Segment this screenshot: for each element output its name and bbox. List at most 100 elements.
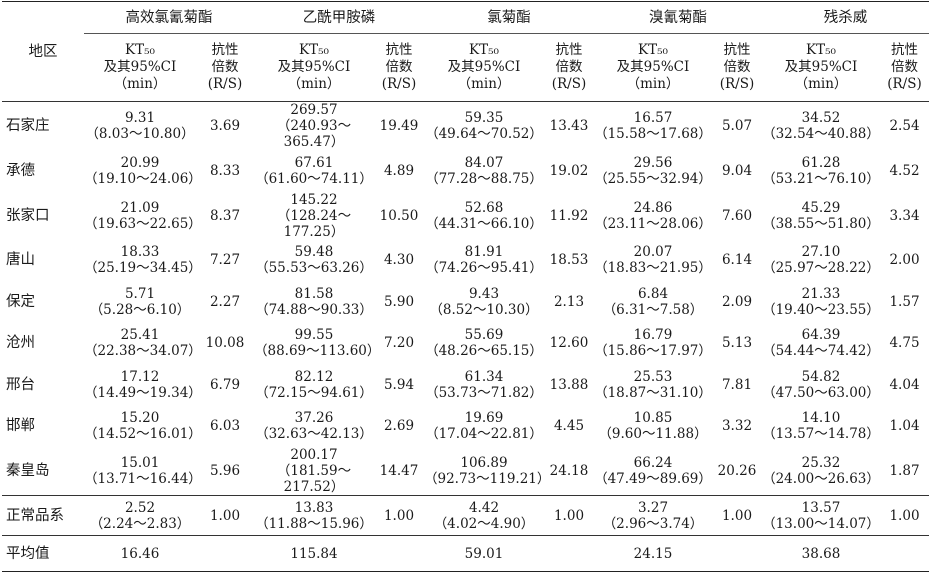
empty-cell [544, 536, 594, 572]
kt50-ci-header-line: （min） [457, 76, 511, 92]
resistance-ratio-cell: 5.90 [383, 293, 415, 310]
resistance-ratio-cell: 9.04 [721, 162, 753, 179]
kt50-ci-header-line: 及其95%CI [447, 59, 521, 75]
resistance-ratio-cell: 13.43 [549, 118, 589, 134]
average-value: 16.46 [120, 545, 160, 562]
kt50-cell: 45.29 （38.55～51.80） [762, 192, 880, 240]
kt50-value: 4.42 [468, 499, 500, 516]
resistance-ratio-header-line: 倍数 [555, 59, 583, 75]
kt50-value: 18.33 [120, 244, 160, 261]
ci-range: （74.88～90.33） [255, 301, 373, 318]
kt50-cell: 24.86 （23.11～28.06） [594, 192, 712, 240]
ci-range: （47.50～63.00） [762, 384, 880, 401]
kt50-cell: 21.33 （19.40～23.55） [762, 281, 880, 323]
resistance-ratio-cell: 4.45 [553, 418, 585, 435]
kt50-cell: 21.09 （19.63～22.65） [84, 192, 202, 240]
ci-range: （18.83～21.95） [594, 260, 712, 277]
empty-cell [880, 536, 929, 572]
resistance-ratio-cell: 2.09 [721, 293, 753, 310]
ci-range: （19.40～23.55） [762, 301, 880, 318]
resistance-ratio-cell: 5.94 [383, 376, 415, 393]
kt50-value: 25.32 [801, 455, 841, 471]
kt50-ci-header-line: 及其95%CI [277, 59, 351, 75]
kt50-ci-header: KT₅₀ 及其95%CI （min） [254, 34, 374, 102]
kt50-cell: 17.12 （14.49～19.34） [84, 364, 202, 406]
kt50-cell: 25.41 （22.38～34.07） [84, 323, 202, 365]
kt50-value: 59.35 [464, 110, 504, 126]
kt50-cell: 2.52 （2.24～2.83） [84, 496, 196, 536]
resistance-ratio-header: 抗性 倍数 (R/S) [544, 34, 594, 102]
kt50-cell: 25.53 （18.87～31.10） [594, 364, 712, 406]
kt50-ci-header-line: KT₅₀ [469, 42, 499, 58]
kt50-cell: 34.52 （32.54～40.88） [762, 102, 880, 151]
region-cell: 秦皇岛 [6, 463, 50, 479]
region-cell: 平均值 [6, 545, 50, 562]
ci-range: （25.19～34.45） [84, 260, 202, 277]
kt50-value: 10.85 [633, 410, 673, 427]
kt50-ci-header: KT₅₀ 及其95%CI （min） [762, 34, 880, 102]
kt50-value: 14.10 [801, 410, 841, 427]
resistance-ratio-cell: 5.07 [721, 118, 753, 134]
table-row: 正常品系 2.52 （2.24～2.83） 1.00 13.83 （11.88～15.96… [2, 495, 929, 536]
resistance-ratio-header: 抗性 倍数 (R/S) [712, 34, 762, 102]
ci-range: （15.86～17.97） [594, 343, 712, 360]
kt50-value: 64.39 [801, 327, 841, 344]
kt50-value: 25.53 [633, 368, 673, 385]
kt50-cell: 82.12 （72.15～94.61） [254, 364, 374, 406]
table-body: 石家庄 9.31 （8.03～10.80） 3.69 269.57 （240.93～365… [2, 102, 929, 572]
ci-range: （72.15～94.61） [255, 384, 373, 401]
ci-range: （88.69～113.60） [254, 343, 381, 360]
resistance-ratio-cell: 2.54 [889, 118, 920, 134]
kt50-cell: 18.33 （25.19～34.45） [84, 240, 202, 282]
kt50-value: 54.82 [801, 368, 841, 385]
kt50-cell: 15.01 （13.71～16.44） [84, 447, 202, 496]
table-row: 邯郸 15.20 （14.52～16.01） 6.03 37.26 （32.63～42.1… [2, 406, 929, 448]
ci-range: （8.03～10.80） [85, 126, 195, 142]
resistance-ratio-header-line: (R/S) [887, 76, 922, 92]
kt50-value: 15.01 [120, 455, 160, 471]
table-row: 承德 20.99 （19.10～24.06） 8.33 67.61 （61.60～74.1… [2, 150, 929, 192]
kt50-ci-header-line: （min） [287, 76, 341, 92]
ci-range: （14.52～16.01） [84, 426, 202, 443]
kt50-cell: 84.07 （77.28～88.75） [424, 150, 544, 192]
ci-range: （17.04～22.81） [425, 426, 543, 443]
resistance-ratio-header-line: 抗性 [891, 42, 918, 58]
resistance-ratio-cell: 2.00 [889, 252, 920, 269]
resistance-ratio-cell: 4.89 [383, 162, 415, 179]
ci-range: （5.28～6.10） [89, 301, 191, 318]
kt50-cell: 61.34 （53.73～71.82） [424, 364, 544, 406]
resistance-ratio-cell: 20.26 [717, 463, 757, 479]
resistance-ratio-header: 抗性 倍数 (R/S) [196, 34, 254, 102]
kt50-value: 16.79 [633, 327, 673, 344]
ci-range: （2.24～2.83） [89, 515, 191, 532]
kt50-cell: 25.32 （24.00～26.63） [762, 447, 880, 496]
ci-range: （25.97～28.22） [762, 260, 880, 277]
kt50-ci-header-line: 及其95%CI [616, 59, 690, 75]
header-row-measures: KT₅₀ 及其95%CI （min） 抗性 倍数 (R/S) KT₅₀ 及其95%CI （min… [2, 34, 929, 102]
kt50-cell: 37.26 （32.63～42.13） [254, 406, 374, 448]
empty-cell [374, 536, 424, 572]
kt50-cell: 81.58 （74.88～90.33） [254, 281, 374, 323]
ci-range: （32.63～42.13） [255, 426, 373, 443]
resistance-ratio-header-line: 倍数 [385, 59, 413, 75]
resistance-ratio-header-line: (R/S) [207, 76, 243, 92]
kt50-ci-header-line: KT₅₀ [299, 42, 329, 58]
resistance-ratio-header-line: (R/S) [719, 76, 755, 92]
average-row: 平均值 16.46 115.84 59.01 24.15 38.68 [2, 536, 929, 572]
ci-range: （19.10～24.06） [84, 170, 202, 187]
resistance-ratio-header-line: 倍数 [723, 59, 751, 75]
kt50-ci-header-line: （min） [113, 76, 167, 92]
ci-range: （15.58～17.68） [594, 126, 712, 142]
average-value: 115.84 [290, 545, 338, 562]
region-cell: 沧州 [6, 335, 35, 352]
resistance-ratio-cell: 2.13 [553, 293, 585, 310]
kt50-value: 27.10 [801, 244, 841, 261]
resistance-ratio-cell: 1.00 [553, 507, 585, 524]
resistance-ratio-cell: 2.69 [383, 418, 415, 435]
kt50-value: 55.69 [464, 327, 504, 344]
table-row: 邢台 17.12 （14.49～19.34） 6.79 82.12 （72.15～94.6… [2, 364, 929, 406]
kt50-ci-header: KT₅₀ 及其95%CI （min） [424, 34, 544, 102]
region-cell: 承德 [6, 162, 35, 179]
kt50-value: 52.68 [464, 199, 504, 216]
